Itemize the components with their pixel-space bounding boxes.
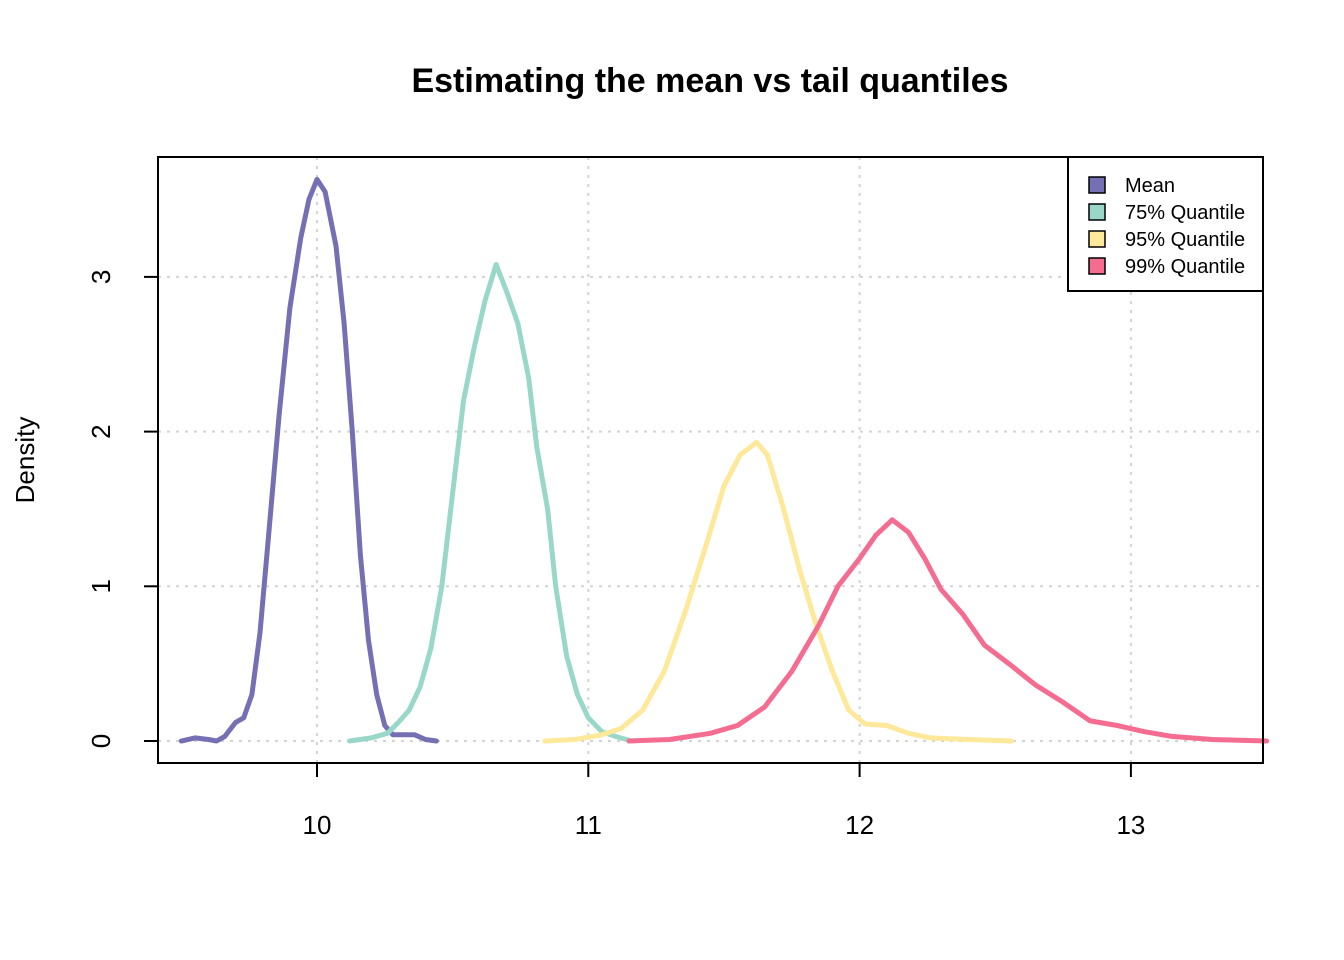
x-tick-label: 11 [575, 810, 602, 840]
chart-title: Estimating the mean vs tail quantiles [411, 62, 1008, 100]
x-axis: 10 11 12 13 [303, 763, 1145, 840]
x-tick-label: 10 [303, 810, 332, 840]
series-layer [178, 176, 1270, 744]
legend-entry: 95% Quantile [1125, 229, 1245, 251]
y-tick-label: 3 [86, 270, 116, 284]
series-line-2 [347, 262, 635, 744]
y-axis: 0 1 2 3 [86, 270, 158, 748]
legend-swatch [1088, 176, 1106, 194]
series-line-3 [542, 439, 1014, 744]
legend-entry: 99% Quantile [1125, 256, 1245, 278]
x-tick-label: 13 [1116, 810, 1145, 840]
x-tick-label: 12 [845, 810, 874, 840]
y-tick-label: 2 [86, 424, 116, 438]
y-axis-label: Density [10, 417, 40, 504]
series-line-4 [626, 517, 1270, 744]
legend-swatch [1088, 203, 1106, 221]
y-tick-label: 0 [86, 734, 116, 748]
plot-frame [157, 156, 1264, 764]
legend-swatch [1088, 257, 1106, 275]
legend-entry: 75% Quantile [1125, 202, 1245, 224]
legend: Mean 75% Quantile 95% Quantile 99% Quantile [1067, 156, 1264, 292]
legend-entry: Mean [1125, 175, 1175, 197]
series-line-1 [178, 176, 439, 744]
legend-swatch [1088, 230, 1106, 248]
y-tick-label: 1 [86, 579, 116, 593]
